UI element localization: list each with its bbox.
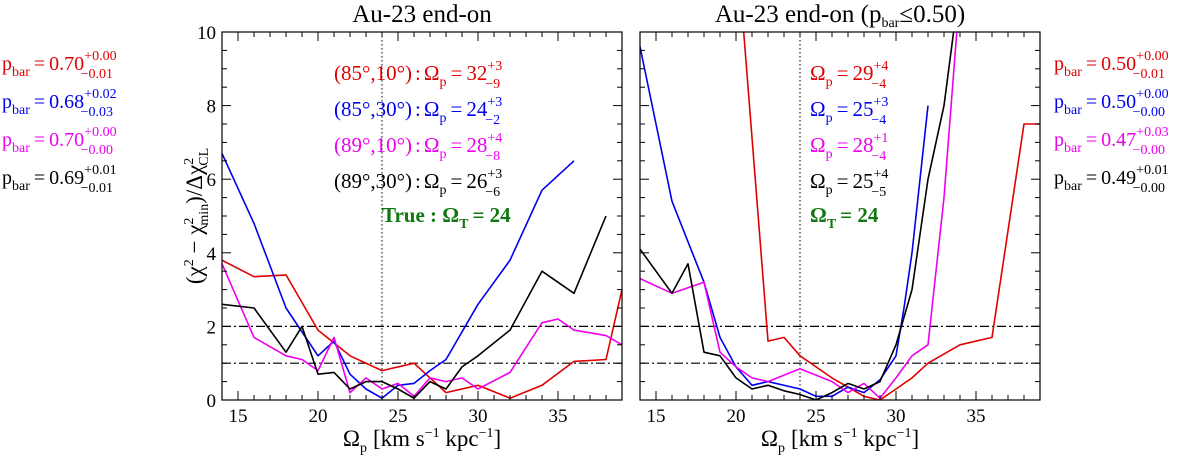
left-series-3 bbox=[222, 215, 607, 400]
right-pbar-black: pbar = 0.49+0.01 −0.00 bbox=[1054, 163, 1169, 196]
right-panel: 15 20 25 30 35 bbox=[639, 31, 1041, 427]
left-x-tick-label: 25 bbox=[389, 406, 408, 427]
right-series-2 bbox=[640, 32, 958, 400]
right-pbar-magenta: pbar = 0.47+0.03 −0.00 bbox=[1054, 125, 1169, 158]
y-axis-label: (χ2 − χ2min)/Δχ2CL bbox=[182, 148, 212, 284]
right-annotation-blue: Ωp = 25+3 −4 bbox=[810, 95, 888, 128]
left-annotations: (85°,10°): Ωp = 32+3 −9 (85°,30°): Ωp = 24+3 −2 … bbox=[334, 59, 511, 232]
right-x-tick-label: 25 bbox=[807, 406, 826, 427]
left-x-axis-label: Ωp [km s−1 kpc−1] bbox=[343, 426, 501, 456]
left-pbar-magenta: pbar = 0.70+0.00 −0.00 bbox=[2, 125, 117, 158]
left-pbar-blue: pbar = 0.68+0.02 −0.03 bbox=[2, 87, 117, 120]
true-value-label: True : ΩT = 24 bbox=[382, 203, 511, 232]
right-pbar-labels: pbar = 0.50+0.00 −0.01 pbar = 0.50+0.00 −0.00 … bbox=[1054, 49, 1169, 196]
right-x-axis-label: Ωp [km s−1 kpc−1] bbox=[761, 426, 919, 456]
left-y-tick-label: 10 bbox=[197, 23, 216, 44]
right-x-tick-label: 15 bbox=[647, 406, 666, 427]
left-y-tick-label: 4 bbox=[207, 244, 217, 265]
right-series-0 bbox=[742, 32, 1040, 400]
right-true-value-label: ΩT = 24 bbox=[810, 203, 879, 232]
right-annotation-red: Ωp = 29+4 −4 bbox=[810, 59, 888, 92]
right-x-tick-label: 35 bbox=[967, 406, 986, 427]
right-annotation-black: Ωp = 25+4 −5 bbox=[810, 167, 888, 200]
left-x-tick-label: 15 bbox=[229, 406, 248, 427]
left-panel-title: Au-23 end-on bbox=[352, 1, 492, 28]
left-y-tick-label: 8 bbox=[207, 97, 217, 118]
left-x-tick-label: 20 bbox=[309, 406, 328, 427]
right-x-tick-label: 20 bbox=[727, 406, 746, 427]
left-y-tick-label: 6 bbox=[207, 170, 217, 191]
left-pbar-red: pbar = 0.70+0.00 −0.01 bbox=[2, 49, 117, 82]
left-y-tick-label: 2 bbox=[207, 317, 217, 338]
right-x-tick-label: 30 bbox=[887, 406, 906, 427]
left-y-tick-label: 0 bbox=[207, 391, 217, 412]
annotation-89-10: (89°,10°): Ωp = 28+4 −8 bbox=[334, 131, 502, 164]
right-annotations: Ωp = 29+4 −4 Ωp = 25+3 −4 Ωp = 28+1 −4 Ωp = 25+4 −5 … bbox=[810, 59, 888, 232]
left-pbar-black: pbar = 0.69+0.01 −0.01 bbox=[2, 163, 117, 196]
left-x-tick-label: 35 bbox=[549, 406, 568, 427]
right-annotation-magenta: Ωp = 28+1 −4 bbox=[810, 131, 888, 164]
left-series-1 bbox=[222, 153, 575, 400]
left-pbar-labels: pbar = 0.70+0.00 −0.01 pbar = 0.68+0.02 −0.03 … bbox=[2, 49, 117, 196]
right-pbar-red: pbar = 0.50+0.00 −0.01 bbox=[1054, 49, 1169, 82]
left-panel: 15 20 25 30 35 0 2 4 6 8 10 bbox=[197, 23, 623, 427]
annotation-89-30: (89°,30°): Ωp = 26+3 −6 bbox=[334, 167, 502, 200]
annotation-85-10: (85°,10°): Ωp = 32+3 −9 bbox=[334, 59, 502, 92]
right-series-3 bbox=[640, 32, 955, 400]
annotation-85-30: (85°,30°): Ωp = 24+3 −2 bbox=[334, 95, 502, 128]
left-x-tick-label: 30 bbox=[469, 406, 488, 427]
right-pbar-blue: pbar = 0.50+0.00 −0.00 bbox=[1054, 87, 1169, 120]
right-panel-title: Au-23 end-on (pbar≤0.50) bbox=[715, 1, 965, 31]
